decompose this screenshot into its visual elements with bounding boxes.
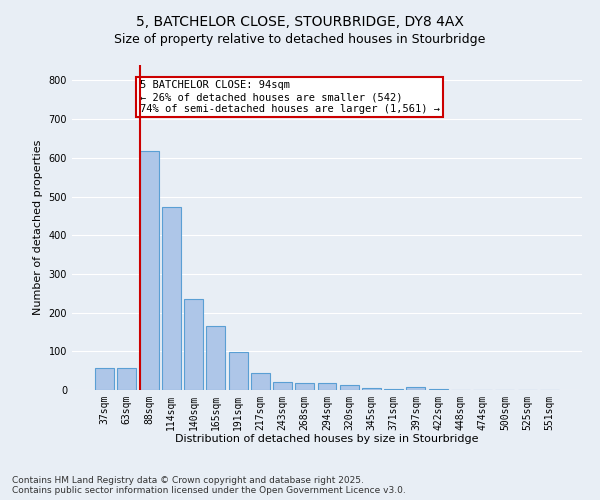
X-axis label: Distribution of detached houses by size in Stourbridge: Distribution of detached houses by size … [175,434,479,444]
Bar [251,372,270,390]
Bar [95,368,114,390]
Bar [273,382,292,390]
Bar [162,207,181,390]
Bar [406,387,425,390]
Bar [118,368,136,390]
Bar [362,388,381,390]
Bar [384,389,403,390]
Bar [229,352,248,390]
Text: Size of property relative to detached houses in Stourbridge: Size of property relative to detached ho… [115,32,485,46]
Text: Contains HM Land Registry data © Crown copyright and database right 2025.
Contai: Contains HM Land Registry data © Crown c… [12,476,406,495]
Y-axis label: Number of detached properties: Number of detached properties [33,140,43,315]
Bar [429,389,448,390]
Bar [340,386,359,390]
Text: 5 BATCHELOR CLOSE: 94sqm
← 26% of detached houses are smaller (542)
74% of semi-: 5 BATCHELOR CLOSE: 94sqm ← 26% of detach… [140,80,440,114]
Bar [317,383,337,390]
Bar [140,152,158,390]
Bar [206,326,225,390]
Bar [184,298,203,390]
Text: 5, BATCHELOR CLOSE, STOURBRIDGE, DY8 4AX: 5, BATCHELOR CLOSE, STOURBRIDGE, DY8 4AX [136,15,464,29]
Bar [295,383,314,390]
